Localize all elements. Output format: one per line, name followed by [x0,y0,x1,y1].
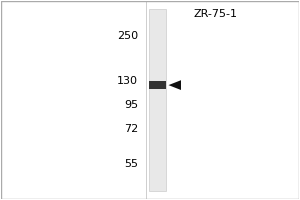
Polygon shape [169,80,181,90]
Text: 72: 72 [124,124,138,134]
Text: 55: 55 [124,159,138,169]
Text: 130: 130 [117,76,138,86]
Bar [148,9,166,191]
Bar [149,81,166,89]
Text: ZR-75-1: ZR-75-1 [194,9,238,19]
Text: 250: 250 [117,31,138,41]
Text: 95: 95 [124,100,138,110]
